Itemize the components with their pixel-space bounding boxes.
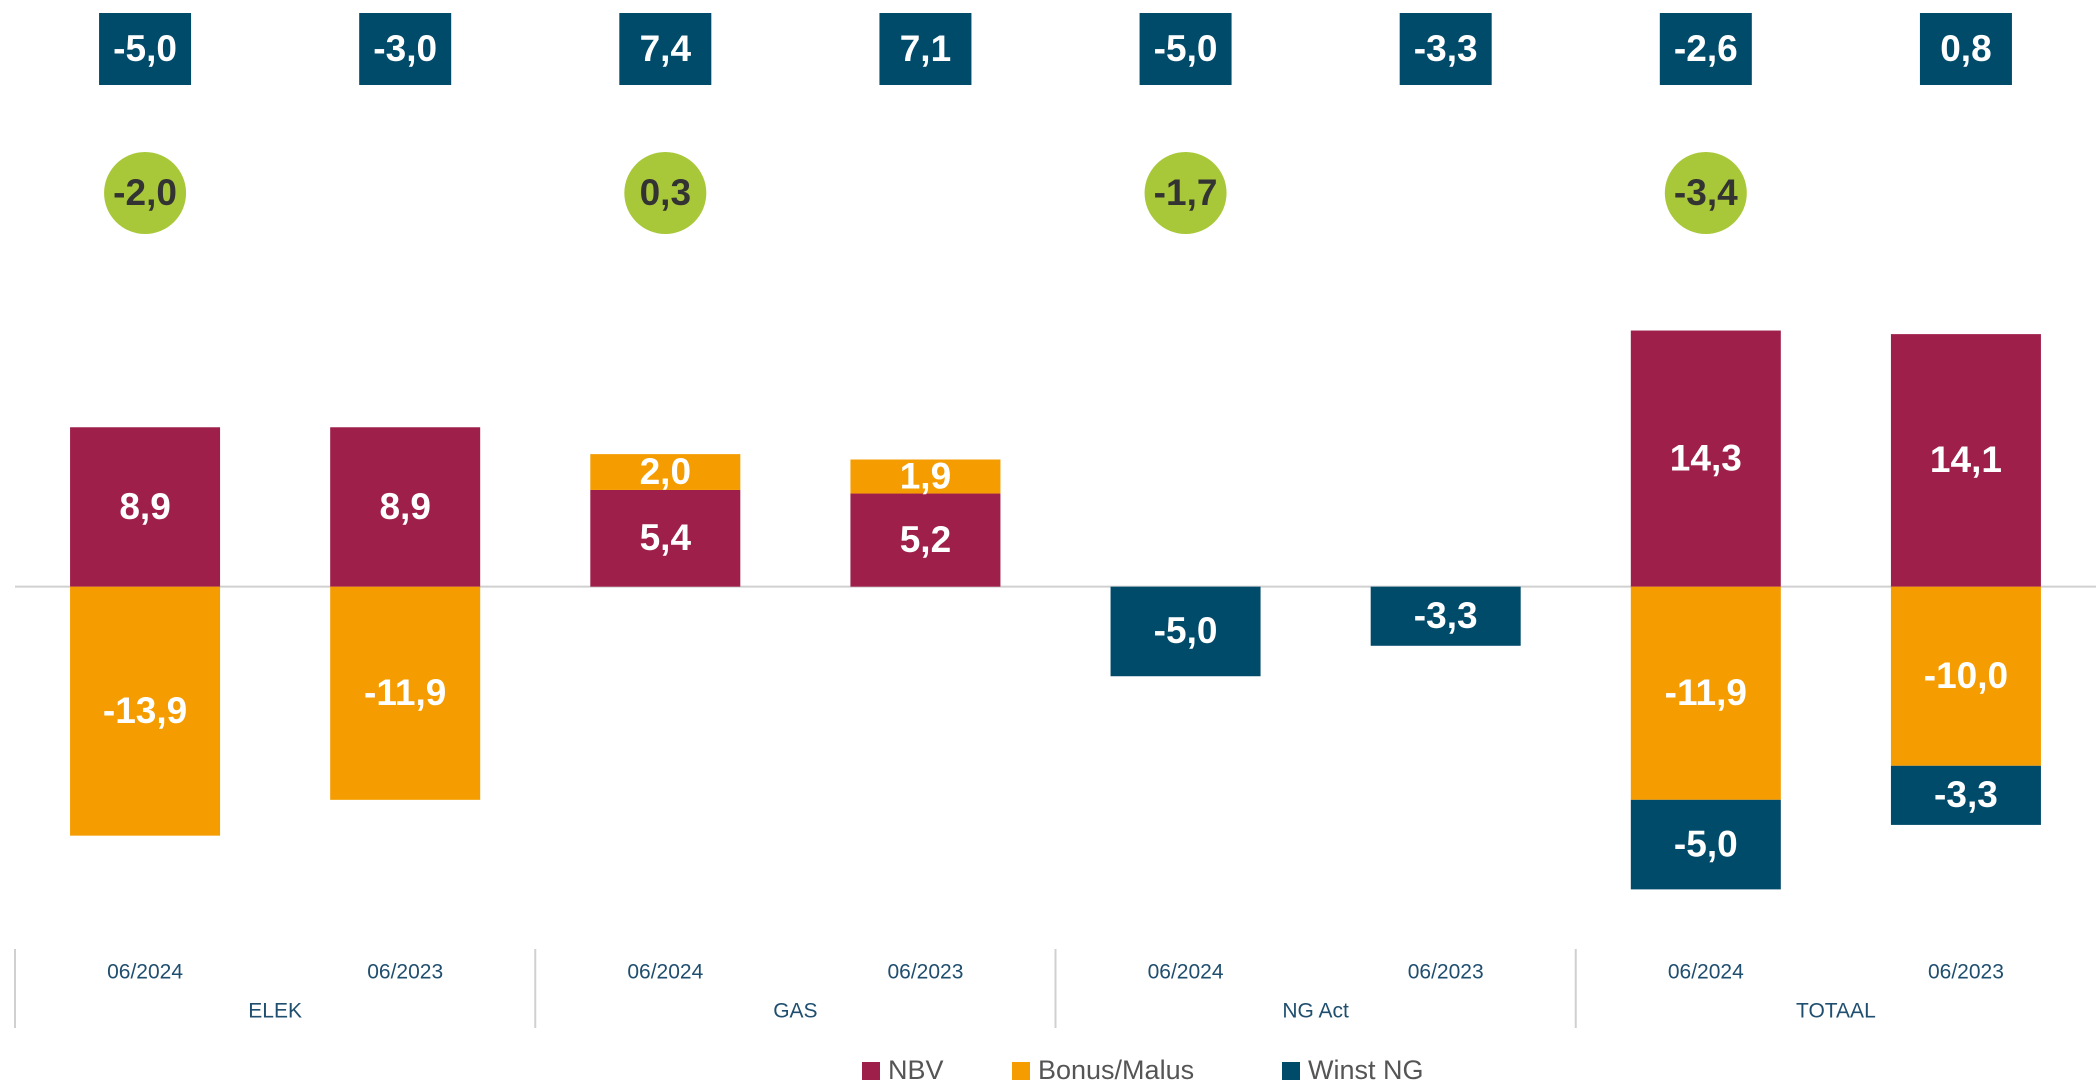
data-label: -10,0: [1924, 655, 2008, 696]
total-label: -3,3: [1414, 28, 1478, 69]
total-label: 7,1: [900, 28, 951, 69]
bar-segment: [1630, 799, 1781, 890]
x-tick-label: 06/2024: [1668, 961, 1744, 984]
x-tick-label: 06/2023: [1408, 961, 1484, 984]
total-label: -5,0: [1154, 28, 1218, 69]
bar-segment: [1630, 586, 1781, 800]
legend-swatch: [1282, 1062, 1300, 1080]
group-label: GAS: [773, 1000, 817, 1023]
legend-swatch: [862, 1062, 880, 1080]
bar-segment: [590, 489, 741, 587]
data-label: 2,0: [640, 451, 691, 492]
bar-segment: [70, 586, 221, 836]
data-label: 8,9: [379, 486, 430, 527]
bar-segment: [1110, 586, 1261, 677]
x-tick-label: 06/2024: [107, 961, 183, 984]
bar-segment: [330, 586, 481, 800]
data-label: -13,9: [103, 690, 187, 731]
x-tick-label: 06/2023: [1928, 961, 2004, 984]
difference-label: -3,4: [1674, 172, 1738, 213]
x-tick-label: 06/2023: [367, 961, 443, 984]
bar-segment: [850, 459, 1001, 494]
bar-segment: [1890, 586, 2041, 766]
total-box: [1919, 13, 2012, 85]
legend-label: Winst NG: [1308, 1055, 1424, 1085]
difference-label: -1,7: [1154, 172, 1218, 213]
legend-label: Bonus/Malus: [1038, 1055, 1194, 1085]
group-label: NG Act: [1282, 1000, 1349, 1023]
group-label: TOTAAL: [1796, 1000, 1876, 1023]
data-label: 5,2: [900, 519, 951, 560]
data-label: -5,0: [1674, 823, 1738, 864]
data-label: 1,9: [900, 455, 951, 496]
total-box: [619, 13, 712, 85]
difference-label: 0,3: [640, 172, 691, 213]
data-label: 14,3: [1670, 437, 1742, 478]
x-tick-label: 06/2024: [1148, 961, 1224, 984]
total-label: -3,0: [373, 28, 437, 69]
difference-circle: [1664, 152, 1747, 234]
bar-segment: [1630, 330, 1781, 587]
total-label: 0,8: [1940, 28, 1991, 69]
difference-label: -2,0: [113, 172, 177, 213]
data-label: 8,9: [119, 486, 170, 527]
data-label: -11,9: [364, 672, 446, 713]
x-tick-label: 06/2024: [627, 961, 703, 984]
data-label: 5,4: [640, 517, 692, 558]
total-label: 7,4: [640, 28, 692, 69]
total-box: [879, 13, 972, 85]
difference-circle: [624, 152, 707, 234]
group-label: ELEK: [248, 1000, 302, 1023]
data-label: -5,0: [1154, 610, 1218, 651]
bar-segment: [1890, 334, 2041, 587]
bar-segment: [70, 427, 221, 587]
difference-circle: [104, 152, 187, 234]
total-box: [1659, 13, 1752, 85]
total-label: -2,6: [1674, 28, 1738, 69]
bar-segment: [1890, 765, 2041, 825]
total-label: -5,0: [113, 28, 177, 69]
bar-segment: [1370, 586, 1521, 646]
data-label: 14,1: [1930, 439, 2002, 480]
difference-circle: [1144, 152, 1227, 234]
total-box: [1399, 13, 1492, 85]
legend-label: NBV: [888, 1055, 944, 1085]
total-box: [99, 13, 192, 85]
bar-segment: [850, 493, 1001, 587]
data-label: -3,3: [1414, 595, 1478, 636]
total-box: [1139, 13, 1232, 85]
x-tick-label: 06/2023: [887, 961, 963, 984]
legend-swatch: [1012, 1062, 1030, 1080]
data-label: -11,9: [1665, 672, 1747, 713]
bar-segment: [590, 454, 741, 490]
total-box: [359, 13, 452, 85]
data-label: -3,3: [1934, 774, 1998, 815]
bar-segment: [330, 427, 481, 587]
